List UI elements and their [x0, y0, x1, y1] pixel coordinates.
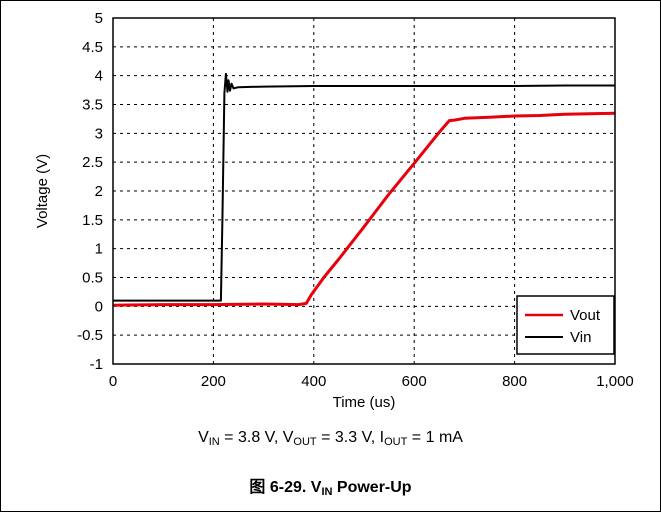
y-tick-label: 4: [95, 68, 103, 85]
plot-area: [112, 17, 616, 365]
legend: Vout Vin: [516, 295, 615, 355]
test-conditions: VIN = 3.8 V, VOUT = 3.3 V, IOUT = 1 mA: [0, 429, 661, 448]
legend-box: [516, 295, 615, 355]
y-tick-label: 1.5: [82, 212, 103, 229]
legend-label-vout: Vout: [570, 307, 601, 324]
vout-symbol: V: [282, 429, 294, 446]
y-tick-label: 3.5: [82, 97, 103, 114]
y-axis-label: Voltage (V): [34, 154, 51, 228]
y-tick-label: 2: [95, 183, 103, 200]
x-tick-label: 200: [201, 373, 226, 390]
x-axis-label: Time (us): [333, 394, 396, 411]
axis-ticks: 0 200 400 600 800 1,000 -1 -0.5 0 0.5 1 1.5 2 2.5 3 3.5…: [77, 10, 634, 390]
x-tick-label: 0: [109, 373, 117, 390]
vin-symbol: V: [198, 429, 209, 446]
vin-subscript: IN: [208, 436, 220, 448]
vout-subscript: OUT: [293, 436, 317, 448]
y-tick-label: 4.5: [82, 39, 103, 56]
figure-caption: 图 6-29. VIN Power-Up: [0, 473, 661, 498]
x-tick-label: 800: [502, 373, 527, 390]
y-tick-label: -0.5: [77, 327, 103, 344]
grid-lines: [113, 18, 615, 364]
y-tick-label: 5: [95, 10, 103, 27]
y-tick-label: 3: [95, 125, 103, 142]
caption-subscript: IN: [321, 486, 333, 498]
series-line-vout: [112, 111, 616, 307]
axis-labels: Time (us) Voltage (V): [34, 154, 395, 411]
x-tick-label: 400: [301, 373, 326, 390]
x-tick-label: 600: [402, 373, 427, 390]
y-tick-label: 1: [95, 241, 103, 258]
y-tick-label: 2.5: [82, 154, 103, 171]
legend-label-vin: Vin: [570, 329, 591, 346]
iout-value: = 1 mA: [407, 429, 463, 446]
series-lines: [112, 72, 616, 307]
vout-value: = 3.3 V,: [316, 429, 380, 446]
x-tick-label: 1,000: [596, 373, 634, 390]
vin-value: = 3.8 V,: [219, 429, 283, 446]
caption-prefix: 图 6-29. V: [249, 479, 322, 496]
caption-suffix: Power-Up: [332, 479, 412, 496]
series-line-vin: [113, 72, 615, 302]
y-tick-label: 0.5: [82, 270, 103, 287]
y-tick-label: -1: [90, 356, 103, 373]
iout-symbol: I: [379, 429, 385, 446]
iout-subscript: OUT: [384, 436, 408, 448]
voltage-chart: 0 200 400 600 800 1,000 -1 -0.5 0 0.5 1 1.5 2 2.5 3 3.5…: [34, 10, 634, 411]
y-tick-label: 0: [95, 298, 103, 315]
